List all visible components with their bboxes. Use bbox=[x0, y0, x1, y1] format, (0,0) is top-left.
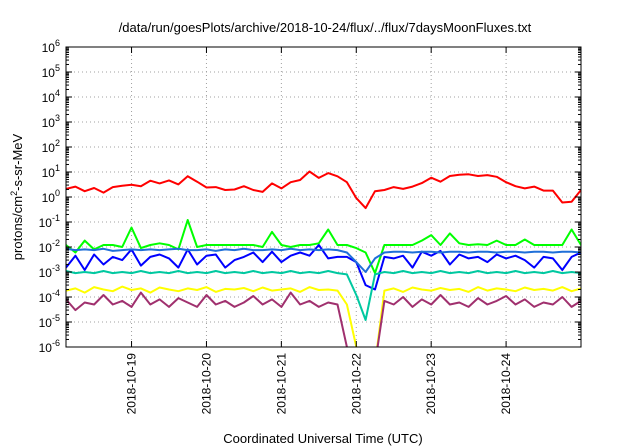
x-axis-ticks: 2018-10-19 2018-10-20 2018-10-21 2018-10-22… bbox=[125, 47, 513, 415]
series-line-1 bbox=[66, 219, 581, 275]
series-line-6 bbox=[66, 291, 581, 347]
y-tick-label: 103 bbox=[42, 113, 60, 130]
y-tick-label: 106 bbox=[42, 38, 60, 55]
grid-lines bbox=[66, 47, 581, 347]
series-line-5 bbox=[66, 285, 581, 347]
y-tick-label: 10-3 bbox=[39, 263, 60, 280]
series-line-0 bbox=[66, 170, 581, 210]
y-label-sup: 2 bbox=[9, 191, 19, 196]
y-tick-label: 10-4 bbox=[39, 288, 60, 305]
chart-title: /data/run/goesPlots/archive/2018-10-24/f… bbox=[119, 20, 532, 35]
x-tick-label: 2018-10-24 bbox=[499, 353, 513, 415]
y-tick-label: 105 bbox=[42, 63, 60, 80]
y-tick-label: 10-1 bbox=[39, 213, 60, 230]
y-label-rest: -s-sr-MeV bbox=[10, 133, 25, 190]
y-tick-label: 100 bbox=[42, 188, 60, 205]
x-tick-label: 2018-10-23 bbox=[424, 353, 438, 415]
y-label-base: protons/cm bbox=[10, 196, 25, 260]
y-axis-ticks: 10-6 10-5 10-4 10-3 10-2 10-1 100 101 102 103 104 1… bbox=[39, 38, 581, 355]
x-axis-label: Coordinated Universal Time (UTC) bbox=[223, 431, 422, 446]
y-tick-label: 10-5 bbox=[39, 313, 60, 330]
y-tick-label: 104 bbox=[42, 88, 60, 105]
x-tick-label: 2018-10-22 bbox=[349, 353, 363, 415]
series-line-3 bbox=[66, 247, 581, 273]
x-tick-label: 2018-10-20 bbox=[199, 353, 213, 415]
plot-frame bbox=[65, 46, 582, 348]
series-line-2 bbox=[66, 244, 581, 291]
series-layer bbox=[66, 170, 581, 347]
series-line-4 bbox=[66, 270, 581, 321]
y-axis-label: protons/cm2-s-sr-MeV bbox=[9, 133, 25, 260]
y-tick-label: 102 bbox=[42, 138, 60, 155]
x-tick-label: 2018-10-19 bbox=[125, 353, 139, 415]
y-tick-label: 10-6 bbox=[39, 338, 60, 355]
y-tick-label: 101 bbox=[42, 163, 60, 180]
y-tick-label: 10-2 bbox=[39, 238, 60, 255]
x-tick-label: 2018-10-21 bbox=[274, 353, 288, 415]
